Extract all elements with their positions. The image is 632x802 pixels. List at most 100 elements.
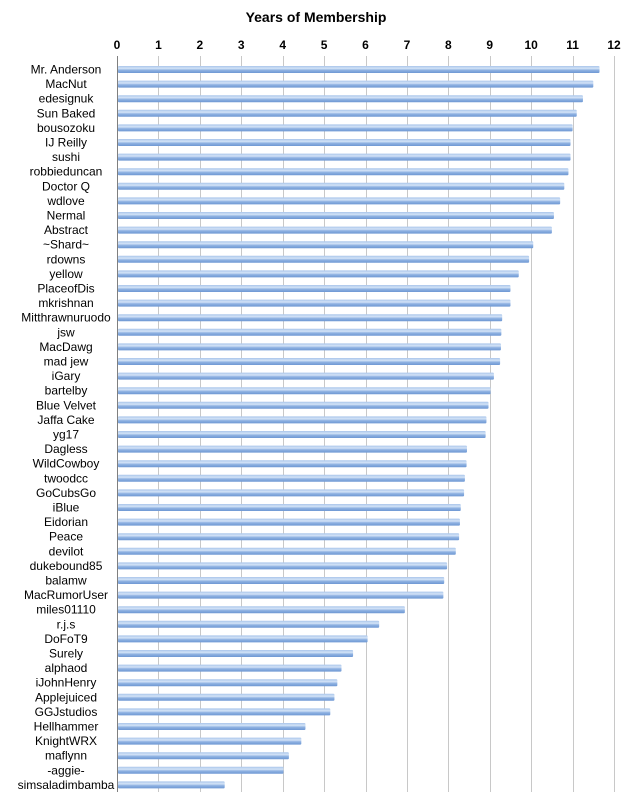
- category-label: Doctor Q: [42, 179, 90, 193]
- category-label: Mr. Anderson: [31, 63, 102, 77]
- category-label: Jaffa Cake: [37, 413, 94, 427]
- x-tick-label: 11: [566, 38, 579, 52]
- bar: [118, 650, 354, 657]
- category-label: -aggie-: [47, 763, 84, 777]
- bar: [118, 226, 552, 234]
- category-label: balamw: [45, 574, 87, 588]
- bar: [118, 387, 491, 395]
- x-tick-label: 6: [362, 38, 369, 52]
- category-label: Dagless: [44, 442, 87, 456]
- category-label: MacRumorUser: [24, 588, 108, 602]
- category-label: robbieduncan: [30, 165, 103, 179]
- category-label: iJohnHenry: [36, 676, 97, 690]
- category-label: mad jew: [44, 355, 89, 369]
- category-label: Hellhammer: [34, 720, 99, 734]
- bar: [118, 358, 501, 365]
- category-label: yg17: [53, 428, 79, 442]
- category-label: Applejuiced: [35, 690, 97, 704]
- x-tick-label: 9: [486, 38, 493, 52]
- bar: [118, 314, 503, 322]
- bar: [118, 431, 486, 438]
- bar: [118, 781, 225, 789]
- category-label: MacDawg: [39, 340, 92, 354]
- category-label: bousozoku: [37, 121, 95, 135]
- x-tick-label: 5: [321, 38, 328, 52]
- bar: [118, 708, 331, 716]
- bar: [118, 693, 335, 701]
- x-tick-label: 10: [524, 38, 538, 52]
- category-label: simsaladimbamba: [18, 778, 115, 792]
- category-label: DoFoT9: [44, 632, 88, 646]
- category-label: wdlove: [46, 194, 85, 208]
- bar: [118, 401, 489, 409]
- bar: [118, 723, 306, 730]
- category-label: Eidorian: [44, 515, 88, 529]
- category-label: miles01110: [36, 603, 96, 617]
- bar: [118, 533, 460, 541]
- category-label: bartelby: [45, 384, 88, 398]
- x-tick-label: 0: [114, 38, 121, 52]
- bar: [118, 212, 554, 219]
- x-tick-label: 1: [155, 38, 162, 52]
- bar: [118, 80, 594, 88]
- category-label: devilot: [49, 544, 84, 558]
- category-label: Surely: [49, 647, 83, 661]
- bar: [118, 474, 465, 482]
- bar: [118, 752, 289, 760]
- category-label: edesignuk: [39, 92, 95, 106]
- bar: [118, 591, 444, 599]
- bar: [118, 285, 511, 292]
- bar: [118, 182, 565, 190]
- bar: [118, 664, 342, 672]
- bar: [118, 547, 456, 555]
- bar: [118, 679, 338, 687]
- bar: [118, 372, 494, 380]
- category-label: r.j.s: [57, 617, 76, 631]
- category-label: iBlue: [53, 501, 80, 515]
- bar: [118, 168, 569, 176]
- category-label: WildCowboy: [33, 457, 100, 471]
- category-label: mkrishnan: [38, 296, 93, 310]
- bar: [118, 343, 501, 351]
- category-label: iGary: [52, 369, 81, 383]
- category-label: twoodcc: [44, 471, 88, 485]
- bar: [118, 328, 502, 336]
- category-label: MacNut: [45, 77, 87, 91]
- bar: [118, 241, 534, 249]
- bar: [118, 606, 405, 614]
- bar: [118, 737, 302, 745]
- category-label: PlaceofDis: [37, 282, 94, 296]
- bar: [118, 445, 467, 453]
- bar: [118, 109, 577, 117]
- category-label: GGJstudios: [35, 705, 98, 719]
- category-label: Sun Baked: [37, 106, 96, 120]
- x-tick-label: 4: [279, 38, 286, 52]
- x-tick-labels: 0 1 2 3 4 5 6 7 8 9 10 11 12: [114, 38, 621, 52]
- x-tick-label: 7: [404, 38, 411, 52]
- bar: [118, 95, 583, 103]
- category-label: sushi: [52, 150, 80, 164]
- category-label: ~Shard~: [43, 238, 89, 252]
- bar: [118, 635, 368, 643]
- bar: [118, 577, 445, 584]
- bar: [118, 518, 460, 526]
- category-label: GoCubsGo: [36, 486, 96, 500]
- bar: [118, 416, 487, 424]
- bar: [118, 299, 511, 307]
- bars: [118, 66, 600, 789]
- category-label: Abstract: [44, 223, 89, 237]
- bar: [118, 766, 284, 774]
- category-label: IJ Reilly: [45, 136, 87, 150]
- bar: [118, 255, 530, 263]
- category-label: Blue Velvet: [36, 398, 97, 412]
- category-label: maflynn: [45, 749, 87, 763]
- x-tick-label: 8: [445, 38, 452, 52]
- category-label: Peace: [49, 530, 83, 544]
- category-label: jsw: [56, 325, 75, 339]
- category-label: Mitthrawnuruodo: [21, 311, 111, 325]
- bar: [118, 562, 448, 570]
- bar: [118, 197, 561, 205]
- bar: [118, 124, 573, 132]
